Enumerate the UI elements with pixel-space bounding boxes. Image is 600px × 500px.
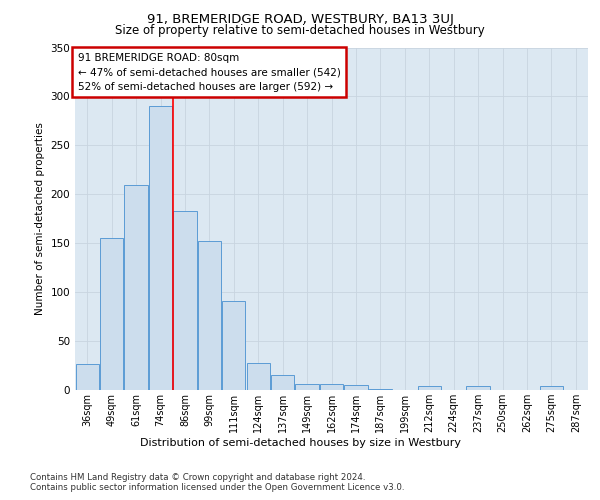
Bar [124,184,148,390]
Text: Contains HM Land Registry data © Crown copyright and database right 2024.: Contains HM Land Registry data © Crown c… [30,472,365,482]
Bar [271,376,294,390]
Bar [320,384,343,390]
Text: Distribution of semi-detached houses by size in Westbury: Distribution of semi-detached houses by … [139,438,461,448]
Bar [149,106,172,390]
Bar [369,389,392,390]
Bar [198,242,221,390]
Text: 91, BREMERIDGE ROAD, WESTBURY, BA13 3UJ: 91, BREMERIDGE ROAD, WESTBURY, BA13 3UJ [146,12,454,26]
Bar [418,386,441,390]
Text: Size of property relative to semi-detached houses in Westbury: Size of property relative to semi-detach… [115,24,485,37]
Bar [466,386,490,390]
Text: Contains public sector information licensed under the Open Government Licence v3: Contains public sector information licen… [30,482,404,492]
Bar [344,385,368,390]
Bar [247,362,270,390]
Bar [295,384,319,390]
Y-axis label: Number of semi-detached properties: Number of semi-detached properties [35,122,45,315]
Bar [222,301,245,390]
Bar [540,386,563,390]
Bar [173,211,197,390]
Bar [76,364,99,390]
Bar [100,238,123,390]
Text: 91 BREMERIDGE ROAD: 80sqm
← 47% of semi-detached houses are smaller (542)
52% of: 91 BREMERIDGE ROAD: 80sqm ← 47% of semi-… [77,52,340,92]
